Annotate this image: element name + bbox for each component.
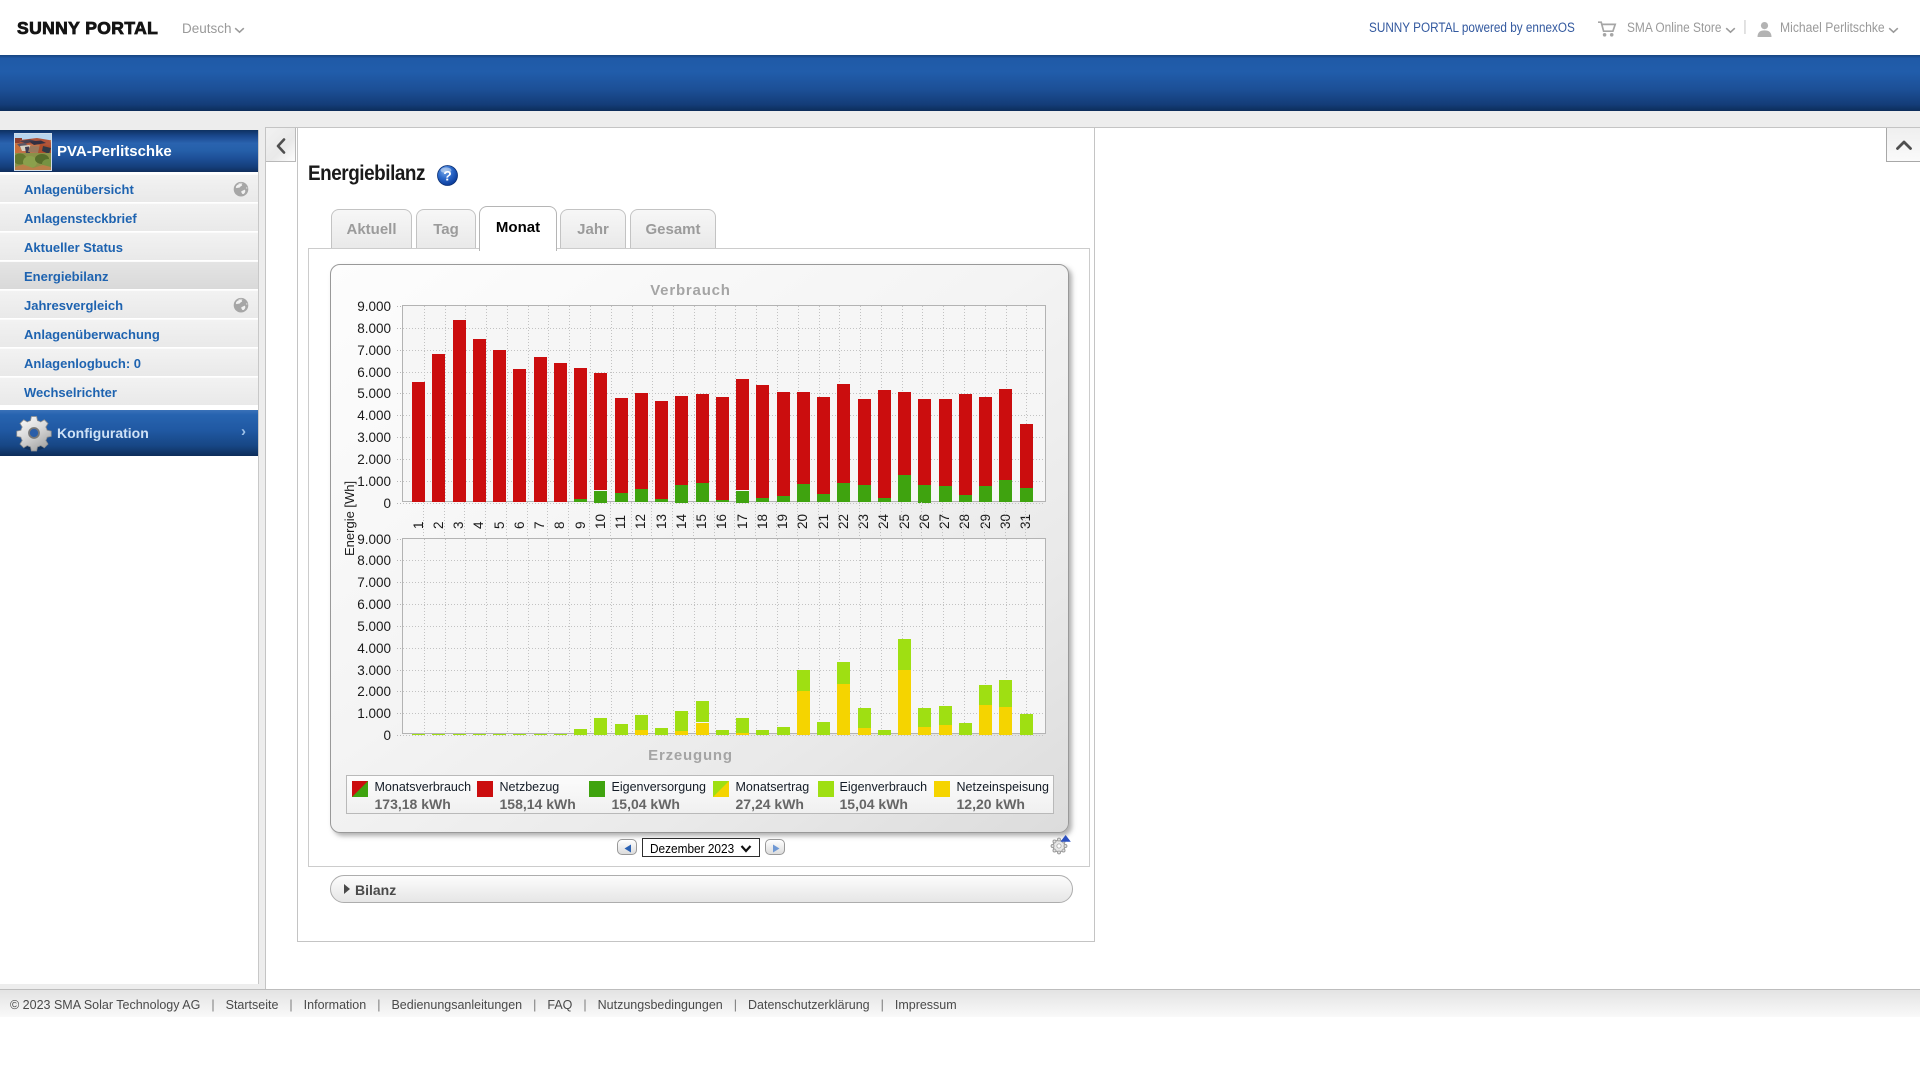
svg-text:?: ?: [443, 168, 452, 184]
